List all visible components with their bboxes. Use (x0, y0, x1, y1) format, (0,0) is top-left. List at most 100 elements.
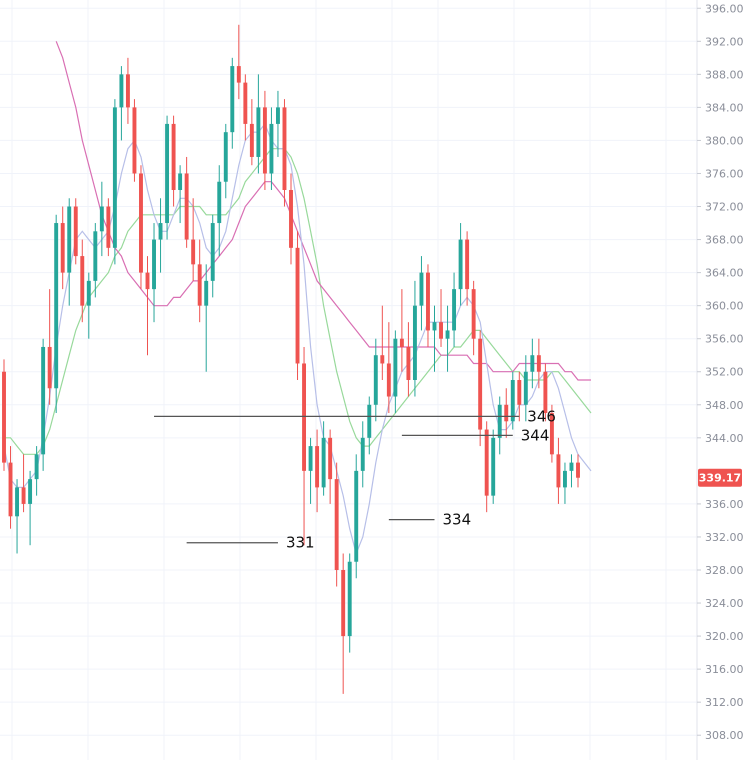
candle (125, 57, 130, 124)
current-price-label: 339.17 (699, 472, 741, 485)
candle-body (99, 206, 104, 232)
current-price-tag: 339.17 (698, 468, 742, 487)
candle-body (549, 413, 554, 455)
candle (354, 454, 359, 579)
candle-body (54, 223, 59, 389)
candle (373, 338, 378, 422)
candle-body (334, 479, 339, 570)
candle-body (139, 173, 143, 273)
candle-body (426, 272, 430, 331)
candle-body (158, 223, 163, 240)
level-label-346: 346 (527, 407, 556, 425)
candle (406, 322, 411, 397)
candle-body (439, 322, 443, 339)
candle-body (197, 264, 202, 306)
y-axis-tick-label: 332.00 (705, 531, 744, 544)
y-axis-tick-label: 392.00 (705, 35, 744, 48)
candle-body (504, 404, 509, 422)
candle (367, 396, 372, 455)
candle-body (80, 256, 85, 306)
candles (2, 24, 580, 694)
candle (569, 454, 574, 488)
candle (452, 272, 457, 347)
candle (315, 429, 320, 513)
candle-body (576, 462, 580, 478)
grid (0, 0, 697, 760)
candle (106, 198, 111, 257)
candle-body (41, 346, 46, 455)
candle-body (289, 190, 293, 248)
y-axis-tick-label: 308.00 (705, 729, 744, 742)
candle-body (73, 206, 78, 257)
current-price-tag-background (698, 468, 742, 487)
candle (230, 57, 235, 149)
candle (210, 214, 215, 298)
candle-body (360, 437, 365, 471)
y-axis-tick-label: 376.00 (705, 167, 744, 180)
candle-body (256, 107, 261, 157)
candle-body (210, 223, 215, 281)
candle-body (347, 561, 352, 637)
candle-body (217, 181, 222, 224)
y-axis-tick-label: 344.00 (705, 432, 744, 445)
candle (217, 165, 222, 257)
y-axis-tick-label: 352.00 (705, 366, 744, 379)
candle-body (171, 123, 176, 190)
y-axis-tick-label: 316.00 (705, 663, 744, 676)
candle-body (373, 355, 378, 405)
candle-body (243, 82, 248, 124)
candle-body (393, 338, 398, 397)
candle-body (321, 437, 326, 488)
candle-body (269, 123, 274, 174)
price-axis[interactable]: 396.00 392.00 388.00 384.00 380.00 376.00 372.… (697, 2, 744, 742)
candle (269, 107, 274, 190)
candle (458, 223, 463, 306)
candle (184, 156, 189, 248)
candle-body (223, 132, 228, 182)
candle (523, 355, 528, 422)
candle (152, 223, 156, 323)
candle-body (399, 338, 404, 347)
candle (204, 264, 209, 372)
y-axis-tick-label: 360.00 (705, 300, 744, 313)
candle (341, 553, 346, 694)
candle (321, 421, 326, 496)
y-axis-tick-label: 336.00 (705, 498, 744, 511)
level-label-334: 334 (443, 511, 472, 529)
candle (165, 115, 170, 240)
candle-body (510, 380, 515, 422)
candle-body (2, 371, 6, 463)
candle-body (530, 355, 535, 372)
candle (465, 231, 470, 306)
y-axis-tick-label: 320.00 (705, 630, 744, 643)
candle (21, 454, 26, 513)
candle (93, 223, 98, 298)
candle-body (204, 280, 209, 306)
candle-body (536, 355, 541, 372)
candle-body (106, 206, 111, 248)
candle (517, 371, 522, 422)
ma-slow-line (55, 41, 591, 381)
candle (471, 280, 476, 356)
candle-body (165, 123, 170, 224)
y-axis-tick-label: 396.00 (705, 2, 744, 15)
y-axis-tick-label: 324.00 (705, 597, 744, 610)
candle (132, 99, 137, 182)
candle (302, 346, 307, 546)
candle-body (230, 66, 235, 133)
candle (73, 198, 78, 265)
level-label-331: 331 (286, 534, 315, 552)
candle-body (523, 371, 528, 405)
candle (347, 553, 352, 653)
candle (139, 165, 143, 290)
candle-body (145, 272, 150, 290)
y-axis-tick-label: 384.00 (705, 101, 744, 114)
candle (236, 24, 241, 100)
level-label-344: 344 (521, 426, 550, 444)
candle (243, 74, 248, 141)
candle (497, 396, 502, 455)
candle-body (28, 479, 33, 504)
